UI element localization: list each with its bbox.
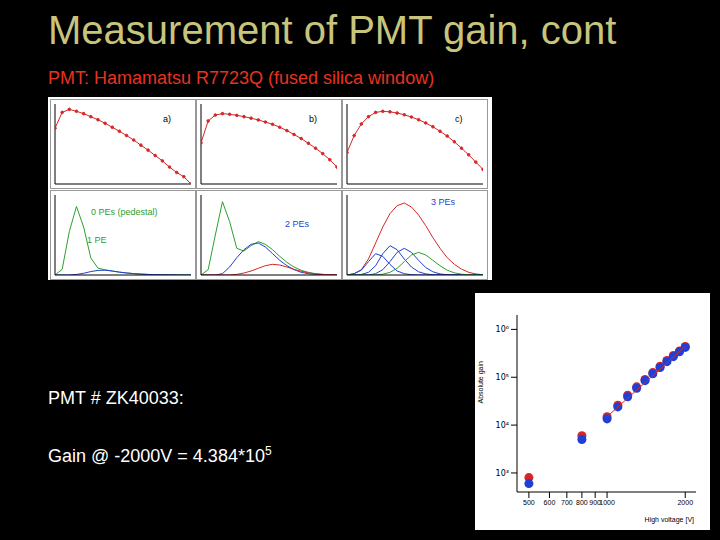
html-text:PMT: Hamamatsu R7723Q (fused s: PMT: Hamamatsu R7723Q (fused silica wind… bbox=[48, 68, 435, 88]
svg-text:800: 800 bbox=[576, 499, 588, 506]
html-text:2 PEs: 2 PEs bbox=[285, 219, 309, 229]
html-text:3 PEs: 3 PEs bbox=[431, 197, 455, 207]
svg-text:10⁴: 10⁴ bbox=[496, 421, 509, 430]
svg-text:High voltage [V]: High voltage [V] bbox=[645, 516, 694, 524]
svg-text:Absolute gain: Absolute gain bbox=[477, 361, 485, 404]
svg-text:2000: 2000 bbox=[677, 499, 693, 506]
svg-text:1000: 1000 bbox=[599, 499, 615, 506]
html-text:1 PE: 1 PE bbox=[87, 235, 107, 245]
html-text:b): b) bbox=[309, 114, 317, 124]
html-text:0 PEs (pedestal): 0 PEs (pedestal) bbox=[91, 207, 158, 217]
svg-text:10⁵: 10⁵ bbox=[496, 373, 509, 382]
html-text:PMT # ZK40033:: PMT # ZK40033: bbox=[48, 388, 184, 408]
html-text:c): c) bbox=[455, 114, 463, 124]
svg-text:10³: 10³ bbox=[496, 469, 509, 478]
html-text:a): a) bbox=[163, 114, 171, 124]
svg-text:10⁶: 10⁶ bbox=[496, 325, 509, 334]
html-text:Gain @ -2000V = 4.384*10: Gain @ -2000V = 4.384*10 bbox=[48, 446, 265, 466]
svg-text:700: 700 bbox=[561, 499, 573, 506]
svg-text:600: 600 bbox=[544, 499, 556, 506]
svg-text:500: 500 bbox=[523, 499, 535, 506]
svg-text:900: 900 bbox=[589, 499, 601, 506]
html-text:5: 5 bbox=[264, 444, 272, 458]
html-text:Measurement of PMT gain, cont: Measurement of PMT gain, cont bbox=[48, 8, 617, 52]
